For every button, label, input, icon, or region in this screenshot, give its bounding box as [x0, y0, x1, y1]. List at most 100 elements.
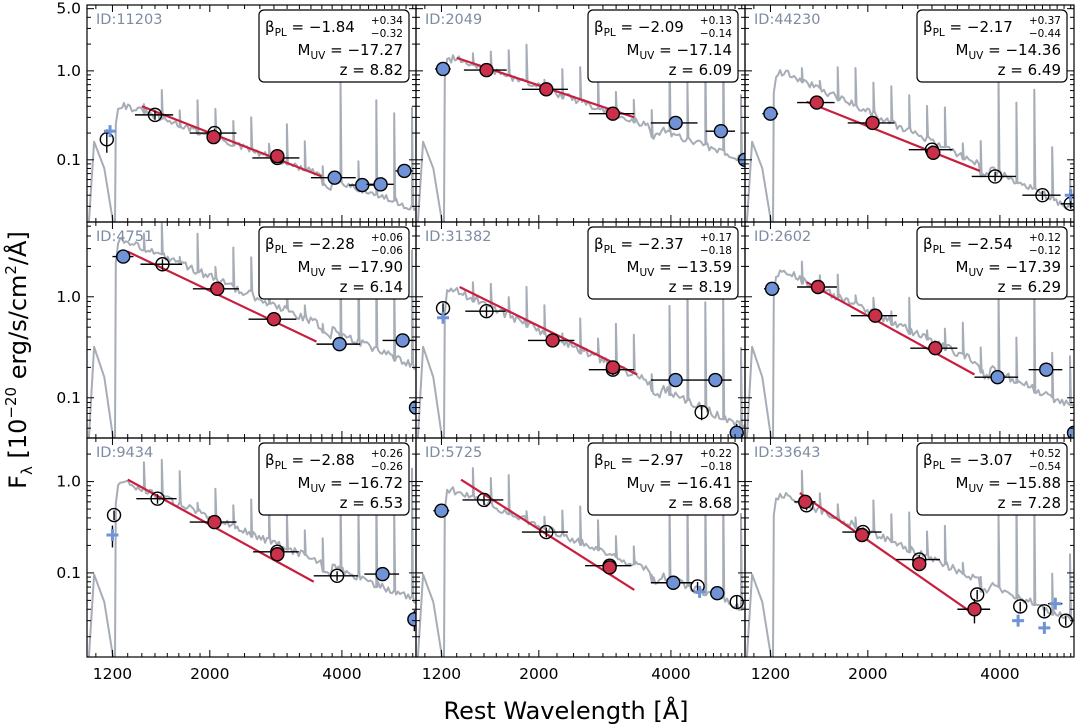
x-tick-label: 4000: [322, 665, 361, 683]
point-marker: [865, 115, 880, 131]
beta-upper-error: +0.17: [700, 232, 732, 244]
panel-plot-area: [745, 260, 1074, 438]
galaxy-id-label: ID:9434: [96, 445, 153, 461]
model-photometry-point: [969, 587, 985, 602]
observed-photometry-point: [1038, 621, 1051, 634]
panel-plot-area: [87, 75, 416, 222]
beta-lower-error: −0.18: [700, 461, 732, 473]
redshift-value: z = 8.19: [669, 278, 732, 296]
fit-photometry-point: [463, 62, 507, 78]
point-marker: [764, 281, 780, 296]
sed-panel: 1200 2000 4000 ID:33643 βPL = −3.07 +0.52−0.5…: [744, 437, 1075, 683]
point-marker: [912, 556, 927, 572]
point-marker: [373, 177, 388, 192]
observed-photometry-point: [434, 61, 451, 77]
galaxy-id-label: ID:2602: [754, 229, 811, 245]
point-marker: [668, 115, 683, 131]
fit-photometry-point: [206, 129, 221, 145]
observed-photometry-point: [729, 424, 744, 438]
model-spectrum: [416, 467, 745, 657]
power-law-fit-line: [127, 250, 317, 343]
box-frame: [258, 226, 410, 300]
point-marker: [967, 602, 982, 617]
point-marker: [147, 107, 163, 123]
panel-frame: [744, 437, 1075, 658]
point-marker: [763, 106, 778, 121]
sed-panel: 0.1 1.0 1200 2000 4000 ID:9434 βPL = −2.88 +0.2…: [56, 437, 417, 683]
y-axis-exponent-2: 2: [2, 265, 20, 275]
point-marker: [207, 514, 222, 530]
point-marker: [810, 279, 826, 295]
fit-photometry-point: [192, 281, 239, 296]
power-law-fit-line: [141, 105, 323, 178]
x-tick-label: 2000: [519, 665, 558, 683]
observed-photometry-point: [1066, 425, 1074, 438]
power-law-fit-line: [127, 478, 315, 583]
fit-photometry-point: [270, 148, 285, 164]
y-axis-exponent: −20: [2, 387, 20, 419]
beta-upper-error: +0.26: [371, 448, 403, 460]
beta-value: βPL = −2.54: [923, 235, 1013, 256]
fit-photometry-point: [926, 145, 941, 160]
point-marker: [1013, 599, 1028, 614]
point-marker: [99, 132, 115, 147]
y-tick-label: 1.0: [56, 473, 81, 491]
point-marker: [327, 170, 342, 185]
beta-value: βPL = −2.88: [265, 451, 355, 472]
observed-photometry-point: [104, 125, 117, 138]
fit-photometry-point: [248, 311, 297, 327]
model-spectrum: [416, 268, 745, 438]
model-spectrum: [745, 66, 1074, 222]
sed-panel: 0.1 1.0 5.0 ID:11203 βPL = −1.84 +0.34−0.32MU…: [56, 0, 417, 223]
point-marker: [729, 425, 744, 438]
observed-photometry-point: [310, 170, 356, 185]
fit-photometry-point: [797, 279, 837, 295]
muv-value: MUV = −17.39: [956, 258, 1061, 279]
observed-photometry-point: [366, 177, 394, 192]
model-photometry-point: [462, 492, 504, 508]
model-photometry-point: [1037, 604, 1052, 619]
muv-value: MUV = −15.88: [956, 474, 1061, 495]
observed-photometry-point: [433, 503, 450, 518]
point-marker: [708, 372, 723, 388]
point-marker: [694, 405, 709, 420]
fit-photometry-point: [912, 556, 927, 572]
point-marker: [270, 148, 285, 164]
point-marker: [710, 585, 725, 601]
x-tick-label: 2000: [848, 665, 887, 683]
y-axis-units-tail: /Å]: [3, 231, 32, 265]
model-spectrum: [416, 26, 745, 222]
observed-photometry-point: [650, 575, 694, 590]
y-tick-label: 0.1: [56, 151, 81, 169]
point-marker: [395, 333, 410, 348]
fit-photometry-point: [847, 115, 895, 131]
observed-photometry-point: [1012, 614, 1025, 627]
panel-plot-area: [87, 458, 416, 657]
box-frame: [258, 442, 410, 516]
point-marker: [332, 336, 347, 352]
galaxy-id-label: ID:31382: [425, 229, 491, 245]
x-tick-label: 4000: [651, 665, 690, 683]
redshift-value: z = 6.49: [998, 61, 1061, 79]
point-marker: [809, 95, 824, 110]
box-frame: [587, 442, 739, 516]
model-photometry-point: [521, 524, 568, 540]
box-frame: [916, 442, 1068, 516]
point-marker: [668, 372, 683, 388]
observed-photometry-point: [382, 333, 416, 348]
beta-value: βPL = −2.28: [265, 235, 355, 256]
x-tick-label: 4000: [980, 665, 1019, 683]
x-tick-label: 1200: [93, 665, 132, 683]
beta-upper-error: +0.34: [371, 15, 403, 27]
beta-lower-error: −0.44: [1029, 28, 1061, 40]
y-tick-label: 5.0: [56, 0, 81, 18]
point-marker: [729, 594, 744, 610]
model-photometry-point: [140, 257, 183, 272]
point-marker: [713, 123, 729, 139]
x-tick-label: 2000: [190, 665, 229, 683]
point-marker: [990, 369, 1005, 385]
